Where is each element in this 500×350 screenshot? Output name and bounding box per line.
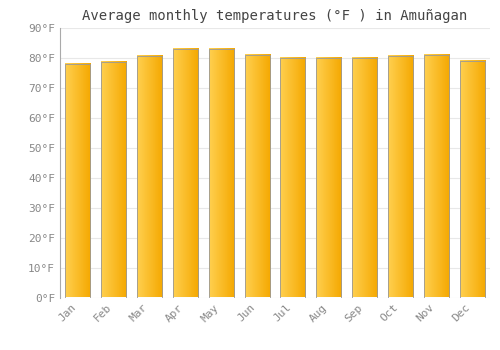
Bar: [137, 56, 162, 298]
Bar: [280, 58, 305, 298]
Bar: [352, 58, 377, 298]
Bar: [66, 64, 90, 298]
Bar: [208, 49, 234, 298]
Bar: [388, 56, 413, 298]
Bar: [244, 55, 270, 298]
Title: Average monthly temperatures (°F ) in Amuñagan: Average monthly temperatures (°F ) in Am…: [82, 9, 468, 23]
Bar: [316, 58, 342, 298]
Bar: [101, 62, 126, 298]
Bar: [173, 49, 198, 298]
Bar: [460, 61, 484, 297]
Bar: [424, 55, 449, 298]
